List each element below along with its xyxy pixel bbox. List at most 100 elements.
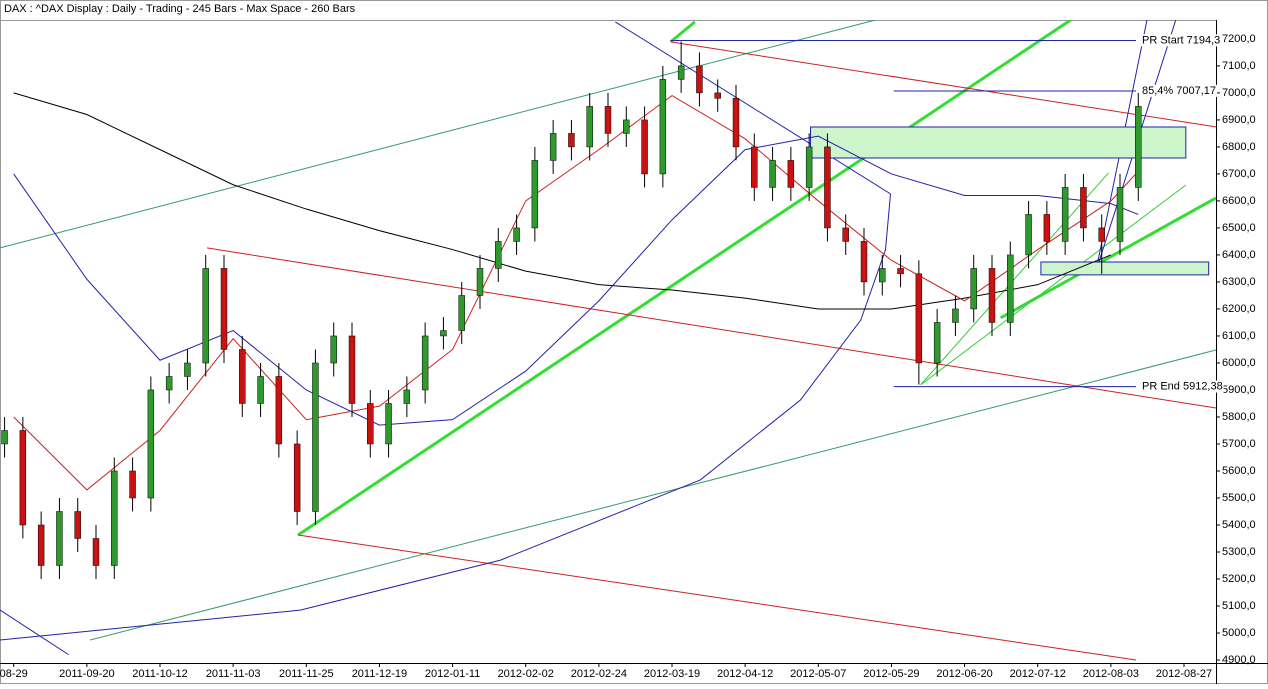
chart-title: DAX : ^DAX Display : Daily - Trading - 2… bbox=[4, 3, 356, 15]
candle-body bbox=[641, 119, 648, 175]
candle-body bbox=[257, 376, 264, 404]
candle-body bbox=[348, 335, 356, 404]
candle-body bbox=[933, 322, 941, 364]
candle-body bbox=[1098, 227, 1105, 242]
y-tick-label: 7100,0 bbox=[1222, 60, 1256, 72]
candle-body bbox=[805, 146, 813, 188]
candle-body bbox=[385, 403, 392, 445]
candle-body bbox=[531, 160, 539, 229]
y-tick-label: 5100,0 bbox=[1222, 600, 1256, 612]
candle-body bbox=[92, 538, 100, 566]
candle-body bbox=[549, 133, 557, 161]
trend-line bbox=[670, 41, 1216, 128]
candle-body bbox=[293, 443, 301, 512]
y-tick-label: 6700,0 bbox=[1222, 168, 1256, 180]
zone-box bbox=[810, 126, 1187, 159]
candle-body bbox=[129, 470, 136, 499]
trend-line bbox=[0, 609, 69, 656]
candle-body bbox=[714, 92, 721, 99]
candle-body bbox=[476, 268, 484, 296]
trend-line bbox=[920, 172, 1109, 386]
x-tick-label: 2011-09-20 bbox=[59, 668, 114, 680]
candle-body bbox=[879, 268, 886, 283]
y-tick-label: 5200,0 bbox=[1222, 573, 1256, 585]
candle-body bbox=[568, 133, 575, 148]
trend-line bbox=[615, 21, 891, 195]
candle-body bbox=[988, 268, 996, 323]
candle-body bbox=[312, 362, 319, 512]
y-tick-label: 4900,0 bbox=[1222, 654, 1256, 666]
x-tick-label: 2011-10-12 bbox=[132, 668, 187, 680]
candle-body bbox=[769, 160, 776, 188]
y-tick-label: 5300,0 bbox=[1222, 546, 1256, 558]
candle-body bbox=[220, 268, 228, 350]
x-tick-label: 2012-03-19 bbox=[644, 668, 700, 680]
candle-body bbox=[970, 268, 977, 310]
candle-body bbox=[403, 389, 411, 404]
x-tick-label: 2011-11-25 bbox=[279, 668, 334, 680]
candle-body bbox=[751, 146, 758, 188]
y-tick-label: 5500,0 bbox=[1222, 492, 1256, 504]
candle-body bbox=[623, 119, 630, 134]
candle-body bbox=[824, 146, 831, 229]
level-label-bg bbox=[1141, 84, 1218, 97]
y-tick-label: 6900,0 bbox=[1222, 114, 1256, 126]
trend-line bbox=[0, 193, 892, 641]
candle-body bbox=[1007, 254, 1014, 323]
candle-body bbox=[1043, 214, 1051, 242]
candle-body bbox=[513, 227, 520, 242]
candle-body bbox=[440, 330, 447, 337]
trend-line bbox=[207, 247, 1216, 409]
candle-body bbox=[659, 79, 667, 175]
candle-body bbox=[495, 241, 502, 269]
candle-body bbox=[367, 403, 374, 445]
y-tick-label: 5900,0 bbox=[1222, 384, 1256, 396]
level-label: PR Start 7194,3 bbox=[1142, 34, 1220, 46]
candle-body bbox=[239, 349, 246, 404]
x-tick-label: 2012-05-07 bbox=[790, 668, 846, 680]
candle-body bbox=[696, 65, 703, 94]
y-tick-label: 6800,0 bbox=[1222, 141, 1256, 153]
x-tick-label: 2012-02-24 bbox=[571, 668, 627, 680]
candle-body bbox=[111, 470, 118, 566]
y-tick-label: 5000,0 bbox=[1222, 627, 1256, 639]
candle-body bbox=[787, 160, 795, 188]
x-tick-label: 2012-01-11 bbox=[425, 668, 480, 680]
x-tick-label: 2012-05-29 bbox=[863, 668, 919, 680]
y-tick-label: 6000,0 bbox=[1222, 357, 1256, 369]
y-tick-label: 6400,0 bbox=[1222, 249, 1256, 261]
y-tick-label: 5600,0 bbox=[1222, 465, 1256, 477]
level-label-bg bbox=[1141, 380, 1224, 393]
candle-body bbox=[74, 511, 81, 539]
y-tick-label: 6500,0 bbox=[1222, 222, 1256, 234]
x-tick-label: 2012-06-20 bbox=[936, 668, 992, 680]
x-tick-label: 2012-02-02 bbox=[498, 668, 554, 680]
candle-body bbox=[677, 65, 685, 80]
candle-body bbox=[952, 308, 959, 323]
zone-box bbox=[1040, 261, 1210, 276]
axes: 4900,0 5000,0 5100,0 5200,0 5300,0 5400,0 5500… bbox=[0, 33, 1256, 680]
moving-average bbox=[13, 92, 1112, 310]
trend-line bbox=[669, 20, 696, 44]
trend-line bbox=[89, 349, 1216, 641]
candle-body bbox=[165, 376, 173, 391]
candle-body bbox=[732, 98, 740, 148]
candle-body bbox=[202, 268, 209, 364]
y-tick-label: 6600,0 bbox=[1222, 195, 1256, 207]
level-label: 85,4% 7007,17 bbox=[1142, 85, 1216, 97]
y-tick-label: 6300,0 bbox=[1222, 276, 1256, 288]
y-tick-label: 7200,0 bbox=[1222, 33, 1256, 45]
y-tick-label: 5700,0 bbox=[1222, 438, 1256, 450]
candle-body bbox=[1080, 187, 1087, 229]
candle-body bbox=[56, 511, 63, 566]
candle-body bbox=[19, 430, 27, 526]
candle-body bbox=[1116, 187, 1124, 242]
x-tick-label: 2012-07-12 bbox=[1010, 668, 1066, 680]
x-tick-label: 2011-11-03 bbox=[206, 668, 261, 680]
trend-line bbox=[0, 20, 876, 249]
x-tick-label: 08-29 bbox=[0, 668, 28, 680]
x-tick-label: 2012-08-27 bbox=[1156, 668, 1212, 680]
trend-line bbox=[297, 20, 1072, 537]
y-tick-label: 5800,0 bbox=[1222, 411, 1256, 423]
